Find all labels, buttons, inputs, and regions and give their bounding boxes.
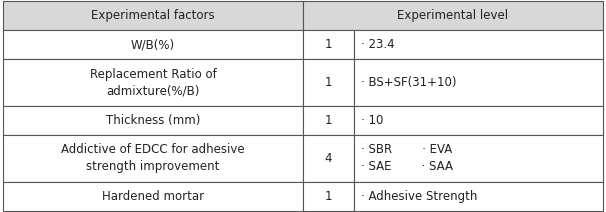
Text: 1: 1: [325, 38, 332, 51]
Text: 1: 1: [325, 114, 332, 127]
Bar: [3, 59, 303, 106]
Text: Replacement Ratio of
admixture(%/B): Replacement Ratio of admixture(%/B): [90, 68, 216, 98]
Bar: [303, 1, 603, 30]
Bar: [354, 30, 603, 59]
Bar: [354, 182, 603, 211]
Text: 4: 4: [325, 152, 332, 165]
Bar: [354, 59, 603, 106]
Bar: [303, 59, 354, 106]
Bar: [3, 106, 303, 135]
Text: · Adhesive Strength: · Adhesive Strength: [361, 190, 478, 203]
Bar: [354, 135, 603, 182]
Bar: [303, 106, 354, 135]
Text: · SBR        · EVA
· SAE        · SAA: · SBR · EVA · SAE · SAA: [361, 144, 453, 173]
Text: · BS+SF(31+10): · BS+SF(31+10): [361, 76, 457, 89]
Text: Experimental level: Experimental level: [398, 9, 508, 22]
Bar: [303, 30, 354, 59]
Bar: [303, 182, 354, 211]
Text: 1: 1: [325, 76, 332, 89]
Text: · 23.4: · 23.4: [361, 38, 395, 51]
Text: Experimental factors: Experimental factors: [91, 9, 215, 22]
Text: Addictive of EDCC for adhesive
strength improvement: Addictive of EDCC for adhesive strength …: [61, 144, 245, 173]
Bar: [354, 106, 603, 135]
Bar: [3, 1, 303, 30]
Bar: [303, 135, 354, 182]
Text: · 10: · 10: [361, 114, 384, 127]
Bar: [3, 182, 303, 211]
Bar: [3, 30, 303, 59]
Text: W/B(%): W/B(%): [131, 38, 175, 51]
Text: 1: 1: [325, 190, 332, 203]
Text: Thickness (mm): Thickness (mm): [106, 114, 200, 127]
Text: Hardened mortar: Hardened mortar: [102, 190, 204, 203]
Bar: [3, 135, 303, 182]
